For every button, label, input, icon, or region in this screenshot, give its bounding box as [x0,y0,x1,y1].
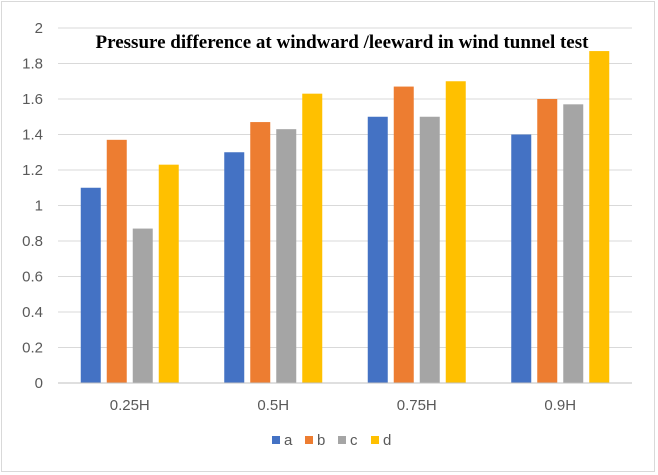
legend-swatch-d [371,436,379,444]
bar-d-0.25H [158,164,179,383]
y-tick-label: 1.4 [22,127,43,144]
bars [80,51,610,384]
legend-label-d: d [383,432,391,449]
y-tick-label: 0.4 [22,304,43,321]
bar-a-0.25H [80,187,101,383]
bar-d-0.9H [589,51,610,383]
bar-c-0.75H [419,116,440,383]
y-tick-label: 1.2 [22,162,43,179]
x-category-label: 0.75H [397,397,437,414]
legend-swatch-a [272,436,280,444]
y-tick-label: 2 [35,20,43,37]
bar-a-0.5H [224,152,245,383]
bar-a-0.9H [511,134,532,383]
bar-d-0.75H [445,81,466,383]
legend-swatch-c [338,436,346,444]
y-tick-label: 0.8 [22,233,43,250]
y-tick-label: 1 [35,198,43,215]
legend-label-a: a [284,432,293,449]
bar-b-0.5H [250,122,271,383]
y-tick-label: 0.6 [22,269,43,286]
y-tick-label: 1.8 [22,56,43,73]
bar-c-0.5H [276,129,297,383]
x-category-label: 0.25H [110,397,150,414]
legend-swatch-b [305,436,313,444]
bar-c-0.25H [132,228,153,383]
bar-d-0.5H [302,93,323,384]
legend-label-c: c [350,432,358,449]
x-category-label: 0.9H [544,397,576,414]
gridlines [58,27,632,348]
bar-b-0.25H [106,139,127,383]
y-tick-label: 0 [35,375,43,392]
bar-b-0.9H [537,99,558,383]
y-axis-ticks: 0 0.2 0.4 0.6 0.8 1 1.2 1.4 1.6 1.8 2 [22,20,43,392]
x-axis-labels: 0.25H 0.5H 0.75H 0.9H [110,397,576,414]
x-category-label: 0.5H [257,397,289,414]
legend-label-b: b [317,432,325,449]
bar-b-0.75H [393,86,414,383]
legend: a b c d [272,432,391,449]
chart-title: Pressure difference at windward /leeward… [96,32,590,53]
bar-a-0.75H [367,116,388,383]
y-tick-label: 1.6 [22,91,43,108]
bar-c-0.9H [563,104,584,383]
y-tick-label: 0.2 [22,340,43,357]
